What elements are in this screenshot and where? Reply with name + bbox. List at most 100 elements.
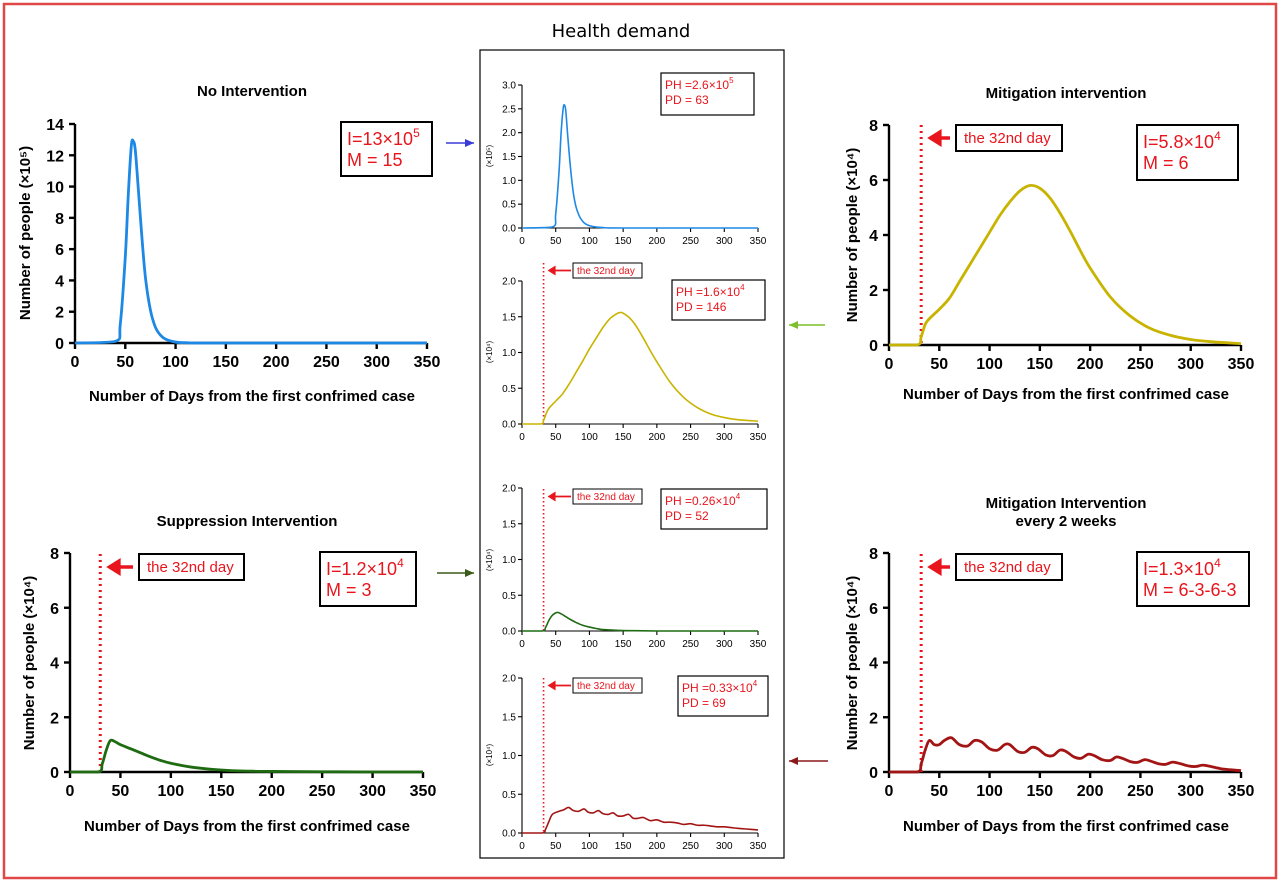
- day-arrow-head: [547, 491, 556, 502]
- series-line: [522, 311, 759, 425]
- y-axis-label: Number of people (×10⁴): [844, 576, 861, 751]
- day-label-box: [138, 553, 245, 581]
- annotation-line-1: I=1.3×104: [1143, 556, 1221, 579]
- x-tick-label: 100: [581, 841, 598, 852]
- arrow-mitigation-2w-head: [789, 757, 798, 765]
- annotation-box: [677, 675, 769, 717]
- y-tick-label: 6: [55, 242, 64, 259]
- x-tick-label: 50: [550, 236, 562, 247]
- x-tick-label: 0: [519, 639, 525, 650]
- x-tick-label: 100: [158, 783, 185, 800]
- day-arrow-head: [547, 265, 556, 276]
- chart-title: Mitigation Intervention: [986, 495, 1147, 512]
- arrow-no-intervention-head: [465, 139, 474, 147]
- x-tick-label: 0: [71, 354, 80, 371]
- y-tick-label: 2.0: [502, 277, 516, 288]
- y-tick-label: 2.0: [502, 674, 516, 685]
- annotation-line-1: I=1.2×104: [326, 556, 404, 579]
- annotation-line-2: M = 3: [326, 580, 372, 600]
- x-tick-label: 300: [359, 783, 386, 800]
- x-tick-label: 150: [208, 783, 235, 800]
- x-tick-label: 350: [750, 236, 767, 247]
- y-tick-label: 4: [869, 656, 878, 673]
- x-tick-label: 250: [309, 783, 336, 800]
- x-tick-label: 50: [550, 841, 562, 852]
- annotation-line-2: M = 6-3-6-3: [1143, 580, 1237, 600]
- x-tick-label: 100: [976, 356, 1003, 373]
- y-tick-label: 3.0: [502, 81, 516, 92]
- x-tick-label: 200: [263, 354, 290, 371]
- annotation-box: [660, 488, 768, 530]
- y-tick-label: 1.5: [502, 712, 516, 723]
- day-label: the 32nd day: [964, 559, 1051, 576]
- series-line: [521, 103, 758, 229]
- chart-health-mitigation-2w: 0 50 100 150 200 250 300 350 0.0 0.5 1.0 1.5 2.0 (×10…: [485, 674, 769, 852]
- chart-title: Mitigation intervention: [986, 85, 1147, 102]
- x-tick-label: 200: [649, 236, 666, 247]
- x-tick-label: 350: [750, 432, 767, 443]
- y-tick-label: 8: [50, 546, 59, 563]
- day-label-box: [572, 677, 643, 694]
- x-tick-label: 150: [615, 639, 632, 650]
- x-tick-label: 300: [716, 841, 733, 852]
- annotation-line-1: PH =2.6×105: [665, 76, 734, 92]
- day-arrow-head: [927, 558, 942, 576]
- y-axis-label: Number of people (×10⁴): [844, 148, 861, 323]
- x-tick-label: 200: [649, 639, 666, 650]
- x-tick-label: 250: [1127, 356, 1154, 373]
- y-tick-label: 1.5: [502, 519, 516, 530]
- annotation-line-2: M = 6: [1143, 153, 1189, 173]
- y-tick-label: 4: [869, 228, 878, 245]
- x-tick-label: 0: [519, 236, 525, 247]
- x-tick-label: 200: [1077, 783, 1104, 800]
- y-tick-label: 0.5: [502, 384, 516, 395]
- x-tick-label: 100: [581, 639, 598, 650]
- chart-mitigation: 0 50 100 150 200 250 300 350 0 2 4 6 8 Mitigation int…: [844, 85, 1254, 403]
- y-tick-label: 2: [869, 710, 878, 727]
- y-tick-label: 0: [869, 765, 878, 782]
- series-line: [74, 138, 427, 345]
- y-tick-label: 1.0: [502, 555, 516, 566]
- annotation-line-1: PH =1.6×104: [676, 283, 745, 299]
- y-tick-label: 2: [869, 283, 878, 300]
- arrow-mitigation-head: [789, 321, 798, 329]
- x-tick-label: 300: [716, 639, 733, 650]
- day-arrow-head: [927, 129, 942, 147]
- y-tick-label: 12: [46, 148, 64, 165]
- y-tick-label: 0.5: [502, 790, 516, 801]
- x-tick-label: 150: [1027, 783, 1054, 800]
- day-label: the 32nd day: [964, 130, 1051, 147]
- annotation-box: [1136, 551, 1250, 607]
- series-line: [70, 738, 423, 774]
- series-line: [888, 184, 1242, 347]
- x-tick-label: 50: [112, 783, 130, 800]
- x-tick-label: 150: [615, 236, 632, 247]
- y-tick-label: 0.5: [502, 591, 516, 602]
- y-tick-label: 1.0: [502, 176, 516, 187]
- y-axis-label: (×10⁴): [485, 744, 494, 767]
- x-tick-label: 250: [682, 236, 699, 247]
- annotation-line-2: PD = 146: [676, 300, 727, 314]
- x-axis-label: Number of Days from the first confrimed …: [903, 386, 1229, 403]
- y-axis-label: (×10⁵): [485, 145, 494, 168]
- x-tick-label: 200: [1077, 356, 1104, 373]
- chart-subtitle: every 2 weeks: [1016, 513, 1117, 530]
- y-tick-label: 2: [50, 710, 59, 727]
- day-label: the 32nd day: [577, 266, 635, 277]
- y-tick-label: 4: [50, 656, 59, 673]
- arrow-suppression-head: [465, 569, 474, 577]
- x-tick-label: 200: [649, 841, 666, 852]
- x-tick-label: 300: [716, 236, 733, 247]
- y-tick-label: 8: [55, 211, 64, 228]
- x-tick-label: 200: [649, 432, 666, 443]
- annotation-line-1: PH =0.33×104: [682, 679, 758, 695]
- day-label: the 32nd day: [577, 681, 635, 692]
- series-line: [889, 736, 1242, 774]
- x-tick-label: 300: [1177, 356, 1204, 373]
- x-tick-label: 50: [550, 639, 562, 650]
- annotation-box: [319, 551, 417, 607]
- day-arrow-head: [547, 680, 556, 691]
- x-tick-label: 0: [519, 432, 525, 443]
